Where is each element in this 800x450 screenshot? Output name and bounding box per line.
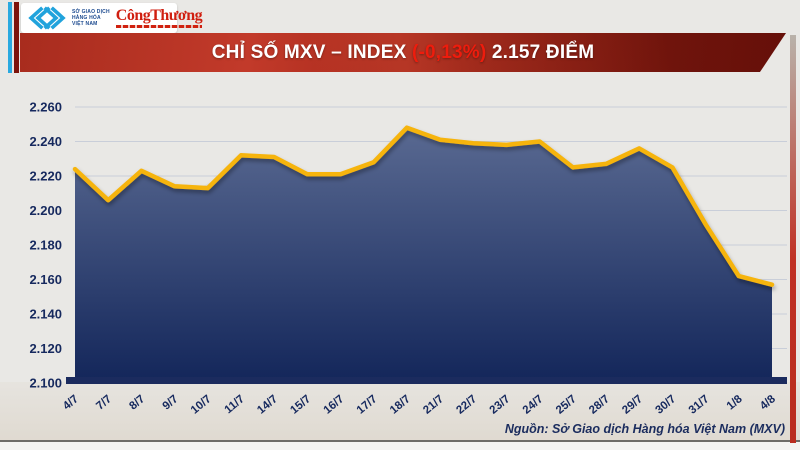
chart-title-prefix: CHỈ SỐ MXV – INDEX	[211, 41, 412, 63]
left-accent-stripe-cyan	[8, 2, 12, 73]
mxv-index-chart: 2.260 2.240 2.220 2.200 2.180 2.160 2.140 2.120…	[29, 100, 787, 417]
x-tick-label: 31/7	[687, 393, 712, 417]
x-tick-label: 4/7	[61, 393, 81, 412]
x-tick-label: 15/7	[288, 393, 313, 417]
y-tick-label: 2.140	[29, 307, 62, 322]
x-tick-label: 29/7	[620, 393, 645, 417]
x-tick-label: 24/7	[521, 393, 546, 417]
title-banner: CHỈ SỐ MXV – INDEX (-0,13%) 2.157 ĐIỂM	[20, 33, 786, 72]
congthuong-logo-tagline-rule	[115, 25, 203, 28]
congthuong-logo-text: CôngThương	[115, 7, 203, 24]
congthuong-logo: CôngThương	[115, 7, 203, 28]
y-tick-label: 2.100	[29, 376, 62, 391]
background-photo-band	[0, 382, 800, 442]
x-tick-label: 10/7	[189, 393, 214, 417]
y-tick-label: 2.160	[29, 272, 62, 287]
y-tick-label: 2.220	[29, 169, 62, 184]
y-tick-label: 2.120	[29, 341, 62, 356]
y-tick-label: 2.200	[29, 203, 62, 218]
mxv-logo-text: SỞ GIAO DỊCH HÀNG HÓA VIỆT NAM	[72, 9, 110, 27]
index-line	[72, 125, 775, 287]
bottom-border	[0, 440, 800, 442]
y-tick-label: 2.260	[29, 100, 62, 115]
x-tick-label: 18/7	[388, 393, 413, 417]
x-tick-label: 21/7	[421, 393, 446, 417]
x-tick-label: 25/7	[554, 393, 579, 417]
left-accent-stripe-red	[14, 2, 19, 73]
chart-title-value: 2.157 ĐIỂM	[486, 41, 595, 63]
x-tick-label: 28/7	[587, 393, 612, 417]
chart-title-change: (-0,13%)	[411, 41, 487, 63]
mxv-logo-icon	[28, 6, 66, 30]
mxv-logo-text-line: SỞ GIAO DỊCH	[72, 9, 110, 15]
logo-card: SỞ GIAO DỊCH HÀNG HÓA VIỆT NAM CôngThươn…	[21, 3, 203, 33]
x-tick-label: 17/7	[355, 393, 380, 417]
mxv-logo-text-line: HÀNG HÓA	[72, 15, 101, 21]
right-accent-stripe	[790, 35, 796, 443]
x-tick-label: 7/7	[94, 393, 114, 412]
chart-title: CHỈ SỐ MXV – INDEX (-0,13%) 2.157 ĐIỂM	[212, 42, 594, 64]
x-tick-label: 16/7	[322, 393, 347, 417]
x-tick-label: 22/7	[454, 393, 479, 417]
x-tick-label: 23/7	[488, 393, 513, 417]
x-tick-label: 8/7	[127, 393, 147, 412]
x-tick-label: 1/8	[725, 393, 745, 413]
y-tick-label: 2.180	[29, 238, 62, 253]
mxv-logo-text-line: VIỆT NAM	[72, 21, 98, 27]
index-area-fill	[75, 127, 772, 377]
y-tick-label: 2.240	[29, 134, 62, 149]
x-tick-label: 4/8	[758, 393, 778, 413]
bottom-edge-strip	[0, 442, 800, 450]
x-tick-label: 30/7	[653, 393, 678, 417]
source-caption: Nguồn: Sở Giao dịch Hàng hóa Việt Nam (M…	[504, 422, 785, 436]
x-tick-label: 14/7	[255, 393, 280, 417]
x-axis-bar	[66, 377, 787, 384]
x-tick-label: 9/7	[161, 393, 181, 412]
x-tick-label: 11/7	[223, 393, 247, 416]
